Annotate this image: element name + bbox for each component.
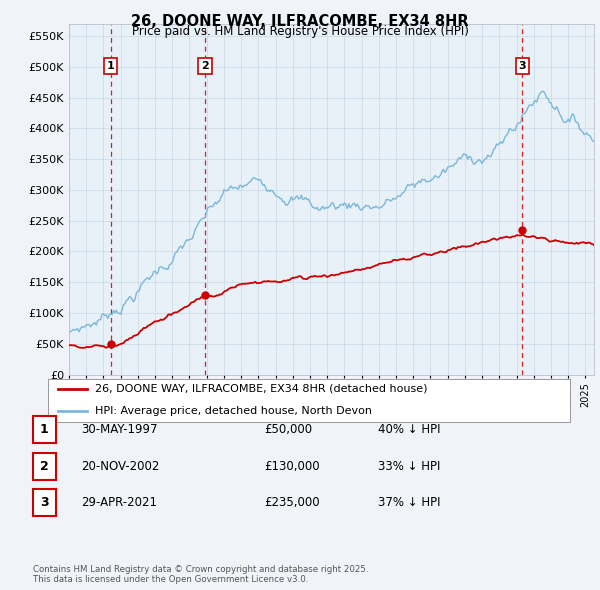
Text: 3: 3 — [518, 61, 526, 71]
Text: £130,000: £130,000 — [264, 460, 320, 473]
Text: 29-APR-2021: 29-APR-2021 — [81, 496, 157, 509]
Text: Price paid vs. HM Land Registry's House Price Index (HPI): Price paid vs. HM Land Registry's House … — [131, 25, 469, 38]
Text: 1: 1 — [107, 61, 115, 71]
Text: 40% ↓ HPI: 40% ↓ HPI — [378, 423, 440, 436]
Text: 33% ↓ HPI: 33% ↓ HPI — [378, 460, 440, 473]
Text: 2: 2 — [40, 460, 49, 473]
Text: Contains HM Land Registry data © Crown copyright and database right 2025.
This d: Contains HM Land Registry data © Crown c… — [33, 565, 368, 584]
Text: 26, DOONE WAY, ILFRACOMBE, EX34 8HR (detached house): 26, DOONE WAY, ILFRACOMBE, EX34 8HR (det… — [95, 384, 427, 394]
Text: 37% ↓ HPI: 37% ↓ HPI — [378, 496, 440, 509]
Text: £235,000: £235,000 — [264, 496, 320, 509]
Text: 3: 3 — [40, 496, 49, 509]
Text: 30-MAY-1997: 30-MAY-1997 — [81, 423, 157, 436]
Text: £50,000: £50,000 — [264, 423, 312, 436]
Text: 20-NOV-2002: 20-NOV-2002 — [81, 460, 160, 473]
Text: 2: 2 — [201, 61, 209, 71]
Text: HPI: Average price, detached house, North Devon: HPI: Average price, detached house, Nort… — [95, 407, 372, 416]
Text: 26, DOONE WAY, ILFRACOMBE, EX34 8HR: 26, DOONE WAY, ILFRACOMBE, EX34 8HR — [131, 14, 469, 28]
Text: 1: 1 — [40, 423, 49, 436]
